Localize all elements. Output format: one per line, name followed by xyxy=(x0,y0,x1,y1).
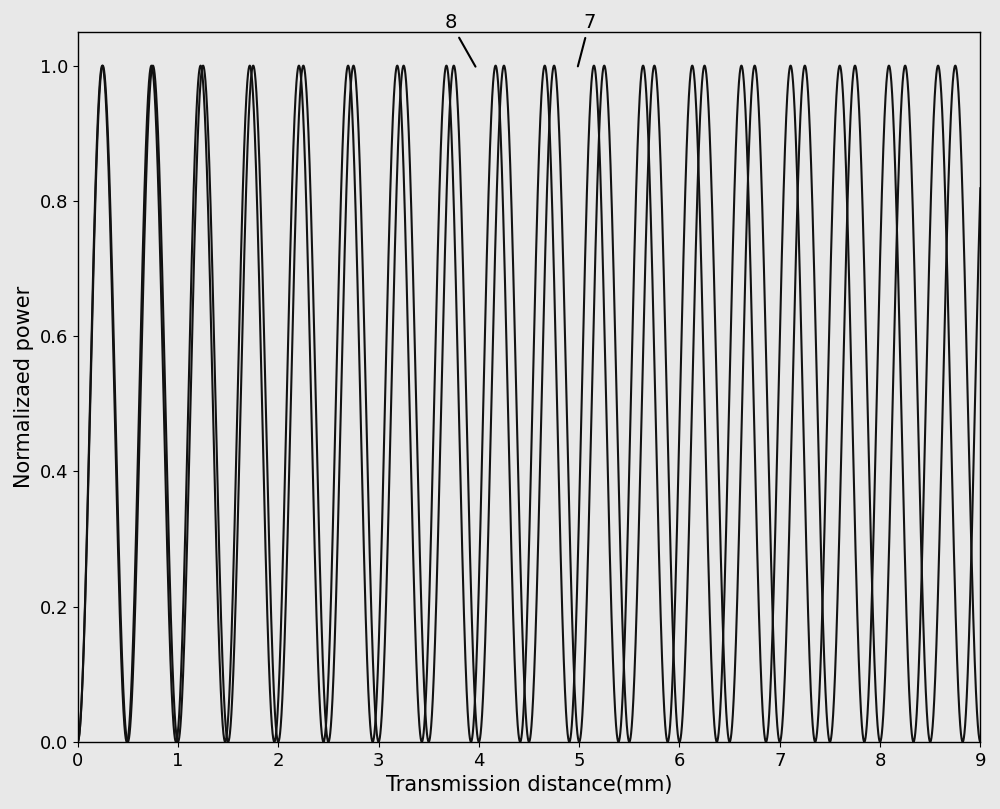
Text: 7: 7 xyxy=(578,14,595,66)
X-axis label: Transmission distance(mm): Transmission distance(mm) xyxy=(386,775,672,795)
Y-axis label: Normalizaed power: Normalizaed power xyxy=(14,286,34,488)
Text: 8: 8 xyxy=(445,14,475,66)
